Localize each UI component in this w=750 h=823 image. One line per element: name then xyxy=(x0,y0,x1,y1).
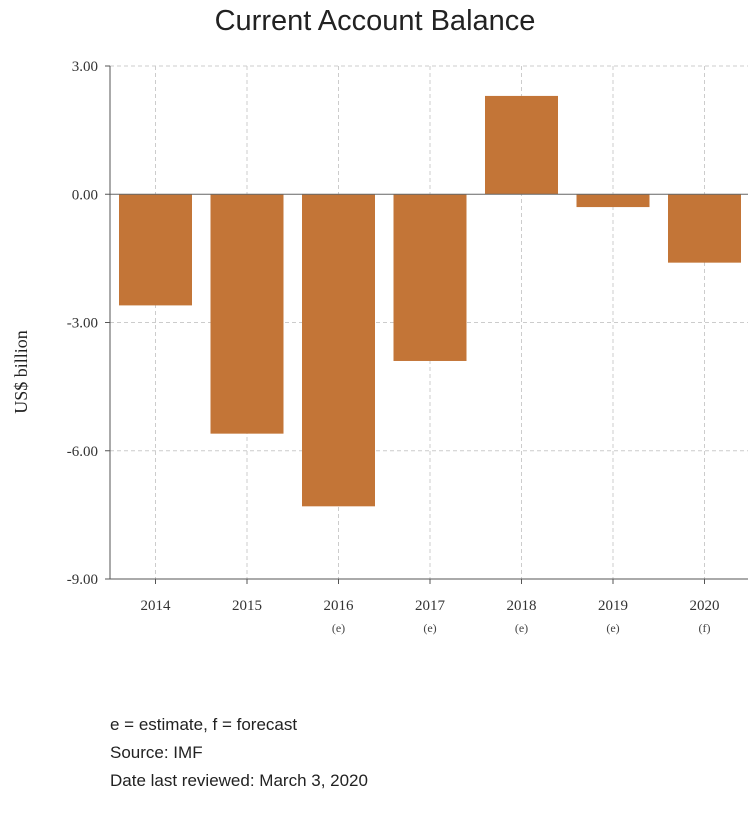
bar-2018 xyxy=(485,95,558,195)
x-tick-label: 2020 xyxy=(690,598,720,614)
y-tick-label: -3.00 xyxy=(67,316,98,332)
x-tick-note: (e) xyxy=(332,621,345,635)
x-tick-label: 2018 xyxy=(507,598,537,614)
reviewed-note: Date last reviewed: March 3, 2020 xyxy=(110,771,368,790)
x-tick-note: (e) xyxy=(606,621,619,635)
x-tick-label: 2017 xyxy=(415,598,446,614)
x-tick-label: 2019 xyxy=(598,598,628,614)
chart-title: Current Account Balance xyxy=(215,5,536,37)
bar-2017 xyxy=(393,194,467,361)
legend-note: e = estimate, f = forecast xyxy=(110,715,298,734)
x-tick-label: 2016 xyxy=(324,598,355,614)
x-tick-note: (e) xyxy=(423,621,436,635)
source-note: Source: IMF xyxy=(110,743,203,762)
y-tick-label: -6.00 xyxy=(67,444,98,460)
bar-2019 xyxy=(576,194,650,208)
bar-2016 xyxy=(302,194,375,507)
x-tick-note: (e) xyxy=(515,621,528,635)
x-tick-label: 2015 xyxy=(232,598,262,614)
y-tick-label: 0.00 xyxy=(72,187,98,203)
bars xyxy=(119,95,741,507)
bar-2020 xyxy=(668,194,741,263)
axes: 3.00 0.00 -3.00 -6.00 -9.00 2014 2015 2016 (e) 20… xyxy=(67,59,748,635)
x-tick-label: 2014 xyxy=(141,598,172,614)
y-tick-label: 3.00 xyxy=(72,59,98,75)
y-axis-label: US$ billion xyxy=(11,330,31,414)
bar-2014 xyxy=(119,194,192,306)
chart-notes: e = estimate, f = forecast Source: IMF D… xyxy=(110,711,368,795)
bar-2015 xyxy=(210,194,284,434)
y-tick-label: -9.00 xyxy=(67,572,98,588)
x-tick-note: (f) xyxy=(699,621,711,635)
chart: Current Account Balance 3.00 0.00 -3.00 -6.… xyxy=(11,5,748,635)
